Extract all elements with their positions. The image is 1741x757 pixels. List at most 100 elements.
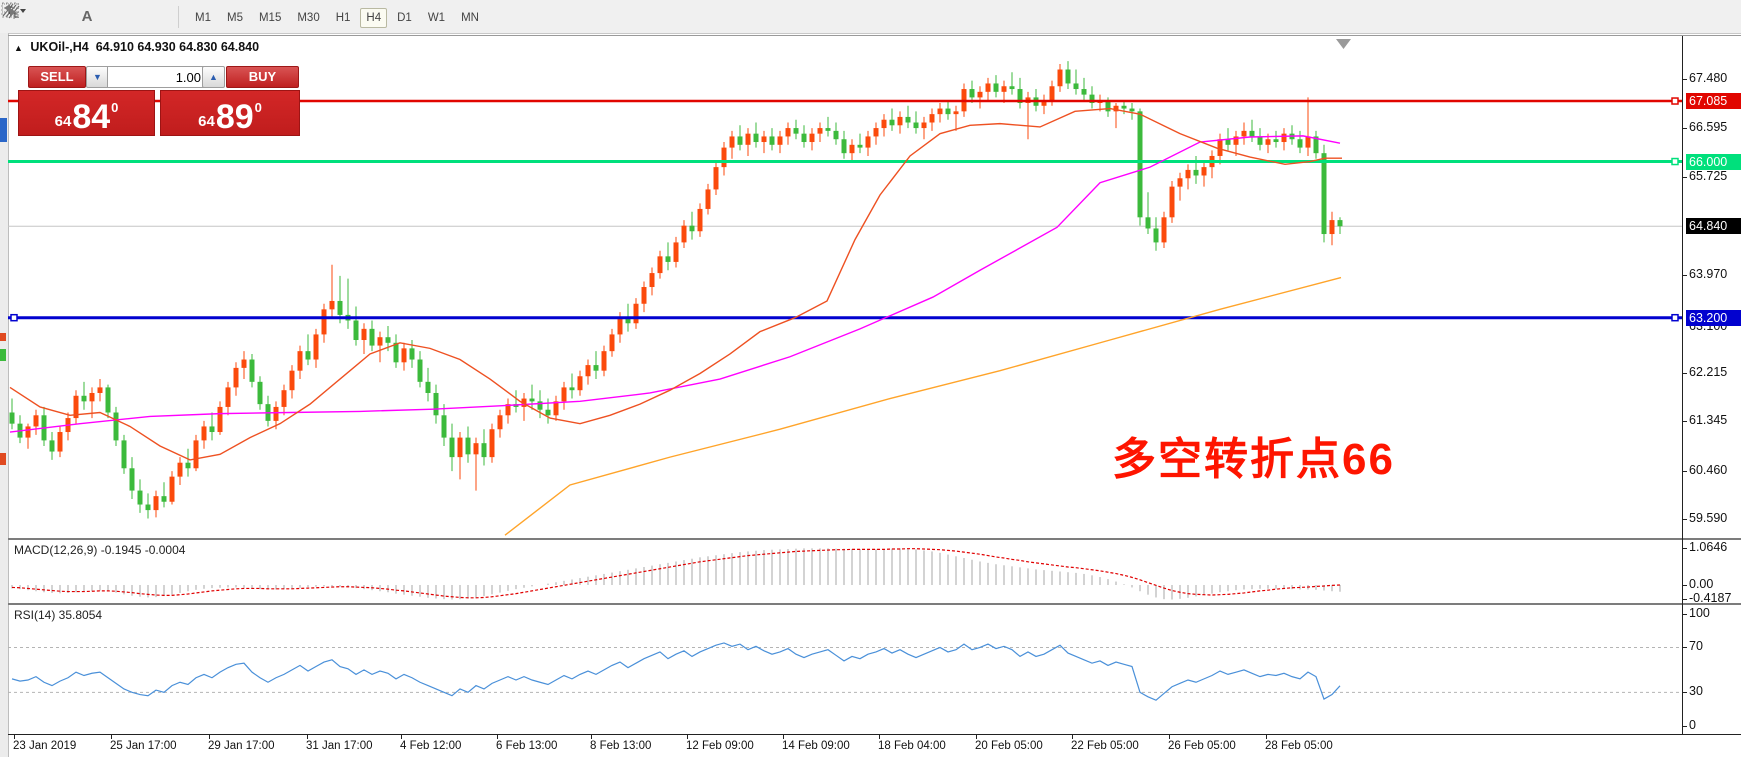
candle-body	[721, 147, 727, 168]
candle-body	[257, 381, 263, 405]
rsi-tick-label: 70	[1689, 639, 1703, 654]
buy-price-prefix: 64	[198, 113, 215, 130]
volume-input[interactable]	[107, 66, 206, 88]
buy-price-box[interactable]: 64 89 0	[160, 90, 300, 136]
candle-body	[601, 351, 607, 371]
candle-body	[977, 91, 983, 98]
price-axis-line[interactable]	[1682, 36, 1683, 734]
left-strip-blue-item	[0, 118, 7, 142]
time-tick-label: 26 Feb 05:00	[1168, 740, 1236, 752]
candle-body	[473, 443, 479, 455]
candle-body	[393, 342, 399, 363]
time-tick-label: 12 Feb 09:00	[686, 740, 754, 752]
candle-body	[433, 392, 439, 416]
timeframe-button-h1[interactable]: H1	[335, 11, 351, 24]
candle-body	[1329, 220, 1335, 235]
candle-body	[1049, 86, 1055, 101]
candle-body	[481, 443, 487, 458]
candle-body	[737, 136, 743, 145]
candle-body	[993, 83, 999, 92]
candle-body	[121, 440, 127, 469]
price-tick-label: 66.595	[1689, 120, 1728, 135]
time-tick-label: 28 Feb 05:00	[1265, 740, 1333, 752]
time-tick-label: 25 Jan 17:00	[110, 740, 177, 752]
buy-button[interactable]: BUY	[226, 66, 299, 88]
candle-body	[1249, 130, 1255, 137]
candle-body	[753, 133, 759, 143]
line-price-label-67.085: 67.085	[1686, 93, 1741, 110]
collapse-triangle-icon[interactable]: ▲	[14, 43, 23, 53]
candle-body	[673, 242, 679, 262]
timeframe-button-m15[interactable]: M15	[258, 11, 282, 24]
macd-label: MACD(12,26,9) -0.1945 -0.0004	[14, 543, 186, 557]
candle-body	[169, 476, 175, 502]
price-tick-label: 67.480	[1689, 71, 1728, 85]
candle-body	[1241, 130, 1247, 137]
candle-body	[1297, 139, 1303, 148]
candle-body	[1001, 86, 1007, 92]
price-axis-tick	[1682, 692, 1687, 694]
time-axis-tick	[111, 734, 112, 739]
svg-text:F: F	[13, 12, 18, 20]
candle-body	[49, 440, 55, 452]
candle-body	[953, 111, 959, 115]
rsi-tick-label: 100	[1689, 605, 1710, 620]
candle-body	[321, 309, 327, 335]
volume-down-button[interactable]: ▼	[86, 66, 109, 88]
arrows-dropdown-icon[interactable]	[4, 4, 170, 29]
candle-body	[1137, 111, 1143, 218]
time-axis-tick	[783, 734, 784, 739]
timeframe-button-m5[interactable]: M5	[226, 11, 243, 24]
candle-body	[569, 387, 575, 391]
candle-body	[465, 437, 471, 455]
timeframe-button-h4[interactable]: H4	[360, 7, 388, 28]
candle-body	[89, 392, 95, 402]
candle-body	[1145, 217, 1151, 229]
price-axis-tick	[1682, 548, 1687, 550]
candle-body	[705, 189, 711, 209]
candle-body	[665, 256, 671, 262]
candle-body	[849, 144, 855, 154]
timeframe-button-mn[interactable]: MN	[461, 11, 479, 24]
candle-body	[585, 365, 591, 377]
candle-body	[561, 387, 567, 402]
candle-body	[313, 334, 319, 360]
pane-separator-rsi[interactable]	[8, 603, 1741, 605]
candle-body	[833, 130, 839, 140]
candle-body	[713, 167, 719, 190]
pane-separator-macd[interactable]	[8, 538, 1741, 540]
time-tick-label: 4 Feb 12:00	[400, 740, 462, 752]
timeframe-button-d1[interactable]: D1	[397, 11, 412, 24]
candle-body	[369, 328, 375, 346]
buy-price-big: 89	[215, 98, 254, 137]
time-axis-tick	[687, 734, 688, 739]
candle-body	[185, 462, 191, 469]
volume-up-button[interactable]: ▲	[202, 66, 225, 88]
candle-body	[745, 133, 751, 145]
rsi-tick-label: 30	[1689, 684, 1703, 699]
svg-text:E: E	[14, 11, 19, 20]
text-label-icon[interactable]: A	[81, 8, 93, 25]
candle-body	[457, 437, 463, 458]
sell-price-box[interactable]: 64 84 0	[18, 90, 155, 136]
candle-body	[913, 122, 919, 129]
candle-body	[1153, 228, 1159, 243]
candle-body	[297, 351, 303, 371]
candle-body	[25, 426, 31, 438]
candle-body	[729, 136, 735, 148]
candle-body	[625, 317, 631, 324]
candle-body	[865, 136, 871, 148]
timeframe-button-m30[interactable]: M30	[297, 11, 320, 24]
candle-body	[449, 437, 455, 458]
candle-body	[1169, 186, 1175, 218]
candle-body	[921, 122, 927, 129]
sell-button[interactable]: SELL	[28, 66, 86, 88]
timeframe-button-m1[interactable]: M1	[195, 11, 211, 24]
price-tick-label: 62.215	[1689, 364, 1728, 379]
timeframe-button-w1[interactable]: W1	[427, 11, 446, 24]
candle-body	[289, 370, 295, 391]
candle-body	[273, 406, 279, 421]
candle-body	[161, 496, 167, 502]
